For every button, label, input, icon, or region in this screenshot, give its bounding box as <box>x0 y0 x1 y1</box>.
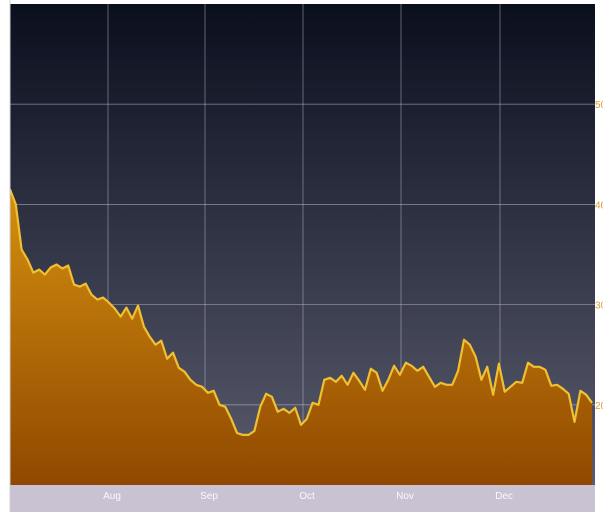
y-tick-label: 30 <box>595 301 603 312</box>
x-axis-band <box>10 485 595 512</box>
y-tick-label: 50 <box>595 100 603 111</box>
right-frame <box>595 0 603 516</box>
y-tick-label: 20 <box>595 401 603 412</box>
x-tick-label: Nov <box>396 491 414 502</box>
area-series-fill <box>10 189 592 485</box>
y-axis-ticks: 20 30 40 50 <box>595 100 603 412</box>
x-tick-label: Sep <box>200 491 218 502</box>
x-axis-ticks: Aug Sep Oct Nov Dec <box>103 491 513 502</box>
area-series-line <box>8 189 593 436</box>
x-tick-label: Aug <box>103 491 121 502</box>
left-frame <box>0 0 10 516</box>
y-tick-label: 40 <box>595 200 603 211</box>
x-tick-label: Oct <box>299 491 315 502</box>
x-tick-label: Dec <box>495 491 513 502</box>
